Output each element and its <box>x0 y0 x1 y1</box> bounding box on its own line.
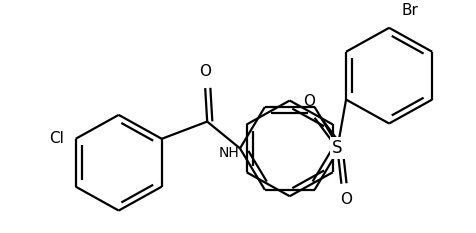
Text: S: S <box>331 139 342 157</box>
Text: O: O <box>199 65 211 79</box>
Text: O: O <box>303 94 315 109</box>
Text: Br: Br <box>400 3 417 18</box>
Text: O: O <box>340 192 352 207</box>
Text: Cl: Cl <box>49 131 64 146</box>
Text: NH: NH <box>218 145 238 160</box>
